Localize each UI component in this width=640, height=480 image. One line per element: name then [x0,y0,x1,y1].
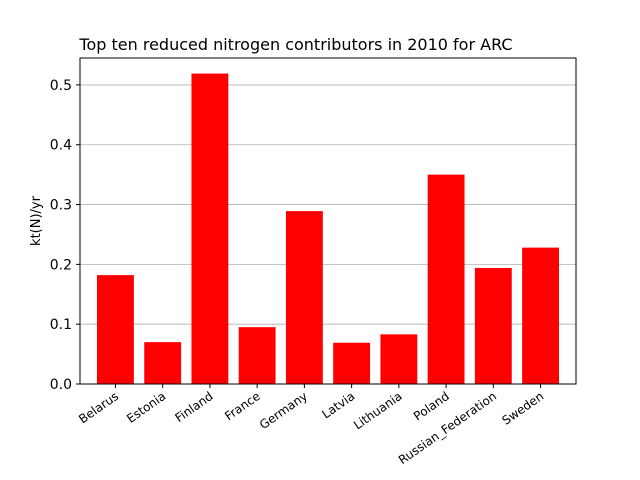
x-tick-label: Belarus [76,389,121,426]
x-tick-label: Lithuania [351,389,405,432]
y-tick-label: 0.4 [50,138,72,154]
x-tick-label: Latvia [319,389,357,421]
y-axis: 0.0 0.1 0.2 0.3 0.4 0.5 [50,78,80,393]
x-tick-label: Sweden [499,389,546,428]
bar-finland [191,73,229,384]
bar-latvia [333,342,371,384]
bar-poland [427,174,465,384]
x-tick-label: Estonia [124,389,168,426]
y-tick-label: 0.5 [50,78,72,94]
chart-title: Top ten reduced nitrogen contributors in… [78,35,512,54]
y-tick-label: 0.3 [50,198,72,214]
bar-lithuania [380,334,418,384]
y-tick-label: 0.2 [50,257,72,273]
y-axis-label: kt(N)/yr [29,195,44,246]
bar-estonia [144,342,182,384]
x-tick-label: Poland [411,389,452,423]
bar-russian-federation [474,267,512,384]
x-tick-label: Finland [172,389,215,425]
y-tick-label: 0.1 [50,317,72,333]
bar-france [238,327,276,384]
bar-germany [285,211,323,384]
plot-frame [79,57,577,385]
bars-group [97,73,559,384]
y-tick-label: 0.0 [50,377,72,393]
x-tick-label: France [222,389,263,423]
bar-sweden [522,247,559,384]
x-tick-label: Germany [257,389,310,432]
bar-belarus [97,275,134,384]
